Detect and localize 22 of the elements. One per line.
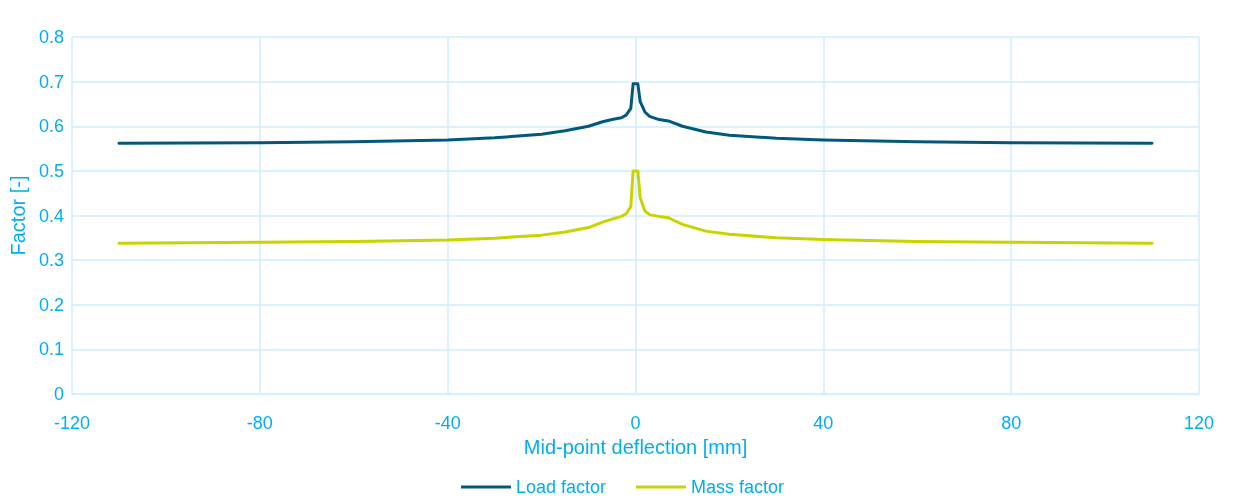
y-axis-title: Factor [-] (7, 175, 29, 256)
y-tick-label: 0.2 (38, 294, 64, 315)
y-tick-label: 0.8 (38, 27, 64, 47)
x-tick-label: 120 (1183, 413, 1215, 433)
line-series (117, 169, 1154, 245)
x-tick-label: 40 (813, 413, 834, 433)
x-tick-label: -40 (434, 413, 461, 433)
y-tick-label: 0.5 (38, 160, 64, 181)
x-tick-label: -80 (246, 413, 273, 433)
y-tick-label: 0.6 (38, 116, 64, 137)
legend-label: Mass factor (691, 477, 785, 497)
y-tick-label: 0 (53, 384, 64, 404)
legend-label: Load factor (515, 477, 607, 497)
x-axis-title: Mid-point deflection [mm] (523, 435, 748, 458)
x-tick-label: 80 (1001, 413, 1022, 433)
y-tick-label: 0.7 (38, 71, 64, 92)
y-tick-label: 0.3 (38, 250, 64, 271)
x-tick-label: -120 (53, 413, 91, 433)
x-tick-label: 0 (630, 413, 641, 433)
y-tick-label: 0.1 (38, 339, 64, 360)
line-series (117, 82, 1154, 145)
y-tick-label: 0.4 (38, 205, 64, 226)
